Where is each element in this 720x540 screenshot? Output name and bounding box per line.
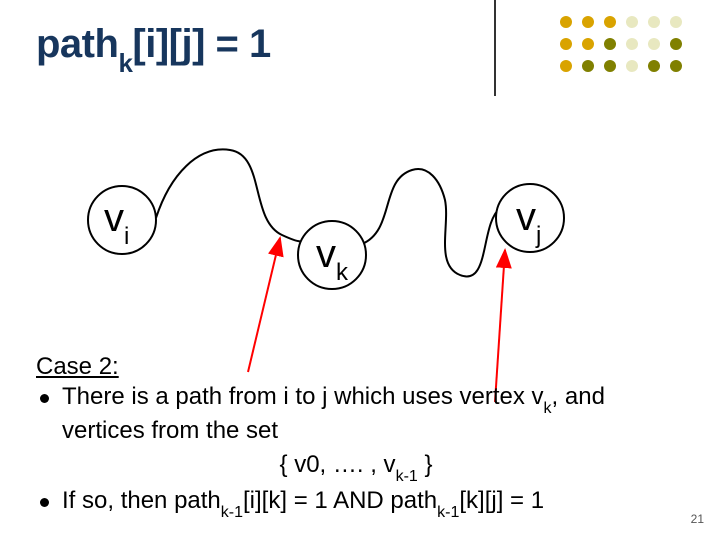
label-vk: vk — [316, 232, 348, 283]
bullet-icon — [40, 394, 49, 403]
slide: pathk[i][j] = 1 vi vk vj Case 2: There i… — [0, 0, 720, 540]
page-number: 21 — [691, 512, 704, 526]
case-label: Case 2: — [36, 352, 686, 382]
set-line: { v0, …. , vk-1 } — [36, 450, 676, 484]
bullet-icon — [40, 498, 49, 507]
bullet-1-text: There is a path from i to j which uses v… — [62, 382, 682, 446]
label-vi: vi — [104, 196, 129, 247]
bullet-2-text: If so, then pathk-1[i][k] = 1 AND pathk-… — [62, 486, 682, 520]
label-vj: vj — [516, 195, 541, 246]
